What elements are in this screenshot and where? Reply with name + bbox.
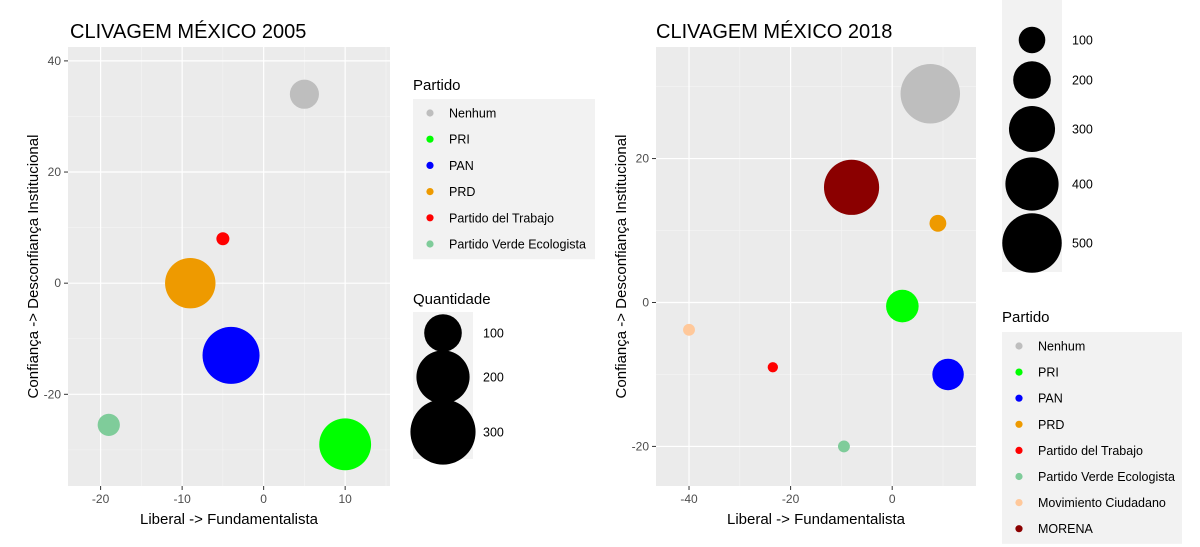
- bubble-pan: [202, 326, 260, 384]
- bubble-partido-del-trabajo: [767, 362, 778, 373]
- tick-label-y: -20: [44, 387, 62, 401]
- tick-label-y: 0: [642, 295, 649, 309]
- legend-size-key: [1005, 157, 1059, 211]
- legend-label: Movimiento Ciudadano: [1038, 496, 1166, 510]
- legend-key: [1015, 499, 1023, 507]
- legend-size: Quantidade 100 200 300: [410, 291, 504, 465]
- legend-key: [426, 240, 434, 248]
- tick-label-y: 20: [636, 152, 650, 166]
- tick-label-y: 0: [54, 276, 61, 290]
- legend-label: 200: [483, 371, 504, 385]
- legend-label: 500: [1072, 237, 1093, 251]
- tick-label-y: 40: [48, 54, 62, 68]
- legend-label: 300: [483, 426, 504, 440]
- bubble-pan: [932, 358, 964, 391]
- chart-title: CLIVAGEM MÉXICO 2005: [70, 20, 306, 43]
- x-axis-label: Liberal -> Fundamentalista: [140, 511, 319, 528]
- legend-label: Partido Verde Ecologista: [1038, 470, 1175, 484]
- legend-party: Partido Nenhum PRI PAN PRD Partido del Trabaj…: [413, 77, 595, 260]
- legend-label: Nenhum: [449, 107, 496, 121]
- legend-label: PRD: [1038, 418, 1064, 432]
- tick-label-x: -10: [173, 492, 191, 506]
- bubble-nenhum: [900, 64, 961, 124]
- chart-2: -40 -20 0 -20 0 20 CLIVAGEM MÉXICO 2018 Liberal…: [613, 0, 1182, 544]
- legend-key: [1015, 342, 1023, 350]
- legend-key: [426, 188, 434, 196]
- legend-key: [1015, 420, 1023, 428]
- legend-key: [1015, 368, 1023, 376]
- legend-size-key: [1013, 61, 1051, 99]
- x-axis-label: Liberal -> Fundamentalista: [727, 511, 906, 528]
- legend-size: 100 200 300 400 500: [1002, 0, 1093, 273]
- legend-label: 100: [1072, 34, 1093, 48]
- bubble-pri: [319, 418, 372, 471]
- legend-label: MORENA: [1038, 522, 1094, 536]
- tick-label-x: -40: [680, 492, 698, 506]
- bubble-partido-verde-ecologista: [97, 413, 120, 436]
- legend-label: PRI: [449, 133, 470, 147]
- legend-label: 400: [1072, 178, 1093, 192]
- y-axis-label: Confiança -> Desconfiança Institucional: [613, 135, 630, 399]
- legend-label: PRI: [1038, 366, 1059, 380]
- y-axis-label: Confiança -> Desconfiança Institucional: [25, 135, 42, 399]
- bubble-prd: [929, 214, 947, 232]
- legend-label: Partido del Trabajo: [1038, 444, 1143, 458]
- legend-size-key: [1008, 105, 1056, 153]
- legend-key: [426, 214, 434, 222]
- bubble-morena: [823, 159, 880, 215]
- legend-label: PRD: [449, 185, 475, 199]
- tick-label-x: 0: [889, 492, 896, 506]
- chart-title: CLIVAGEM MÉXICO 2018: [656, 20, 892, 43]
- tick-label-x: 10: [338, 492, 352, 506]
- legend-key: [1015, 525, 1023, 533]
- bubble-pri: [886, 289, 919, 323]
- legend-label: PAN: [449, 159, 474, 173]
- legend-key: [426, 161, 434, 169]
- plot-panel: [68, 47, 390, 486]
- legend-label: Partido del Trabajo: [449, 211, 554, 225]
- legend-size-key: [1018, 26, 1046, 54]
- legend-title: Partido: [413, 77, 461, 94]
- legend-label: 200: [1072, 74, 1093, 88]
- bubble-partido-verde-ecologista: [837, 440, 850, 453]
- legend-key: [1015, 394, 1023, 402]
- legend-size-key: [410, 399, 476, 465]
- legend-size-key: [416, 350, 470, 404]
- tick-label-y: 20: [48, 165, 62, 179]
- chart-1: -20 -10 0 10 -20 0 20 40 CLIVAGEM MÉXICO 2005 Lib…: [25, 20, 595, 528]
- legend-key: [1015, 446, 1023, 454]
- bubble-partido-del-trabajo: [216, 232, 230, 246]
- legend-label: 300: [1072, 123, 1093, 137]
- tick-label-x: -20: [782, 492, 800, 506]
- legend-size-key: [424, 314, 462, 352]
- legend-key: [426, 135, 434, 143]
- tick-label-y: -20: [632, 439, 650, 453]
- legend-title: Partido: [1002, 309, 1050, 326]
- bubble-movimiento-ciudadano: [683, 323, 695, 336]
- legend-size-key: [1002, 213, 1062, 273]
- tick-label-x: 0: [260, 492, 267, 506]
- legend-party: Partido Nenhum PRI PAN PRD Partido del Trabaj…: [1002, 309, 1182, 544]
- legend-label: PAN: [1038, 392, 1063, 406]
- legend-label: Partido Verde Ecologista: [449, 238, 586, 252]
- legend-key-background: [1002, 332, 1182, 544]
- tick-label-x: -20: [92, 492, 110, 506]
- bubble-prd: [165, 257, 216, 309]
- legend-key: [426, 109, 434, 117]
- legend-key: [1015, 472, 1023, 481]
- legend-key-background: [413, 99, 595, 260]
- legend-title: Quantidade: [413, 291, 491, 308]
- bubble-nenhum: [289, 79, 319, 109]
- legend-label: Nenhum: [1038, 340, 1085, 354]
- legend-label: 100: [483, 327, 504, 341]
